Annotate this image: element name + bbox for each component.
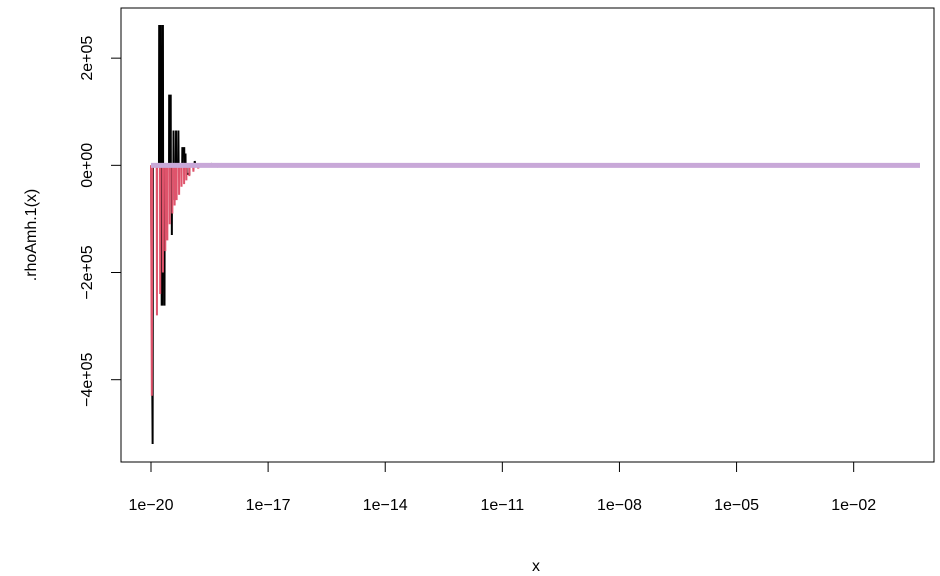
y-tick-label: −4e+05	[79, 352, 96, 406]
series-line-1	[150, 25, 920, 445]
x-tick-label: 1e−11	[480, 497, 524, 514]
x-tick-label: 1e−14	[363, 497, 408, 514]
x-tick-label: 1e−17	[246, 497, 291, 514]
x-tick-label: 1e−02	[831, 497, 876, 514]
y-axis: −4e+05 −2e+05 0e+00 2e+05	[79, 36, 122, 407]
y-tick-label: 0e+00	[79, 143, 96, 188]
series-line-2	[150, 164, 920, 396]
x-tick-label: 1e−08	[597, 497, 642, 514]
series-layer	[150, 25, 920, 445]
y-tick-label: −2e+05	[79, 245, 96, 299]
x-tick-label: 1e−05	[714, 497, 759, 514]
y-tick-label: 2e+05	[79, 36, 96, 81]
plot-box	[120, 7, 935, 463]
y-axis-title: .rhoAmh.1(x)	[23, 189, 40, 281]
x-axis-title: x	[532, 558, 540, 575]
x-axis: 1e−20 1e−17 1e−14 1e−11 1e−08 1e−05 1e−02	[129, 461, 876, 514]
x-tick-label: 1e−20	[129, 497, 174, 514]
